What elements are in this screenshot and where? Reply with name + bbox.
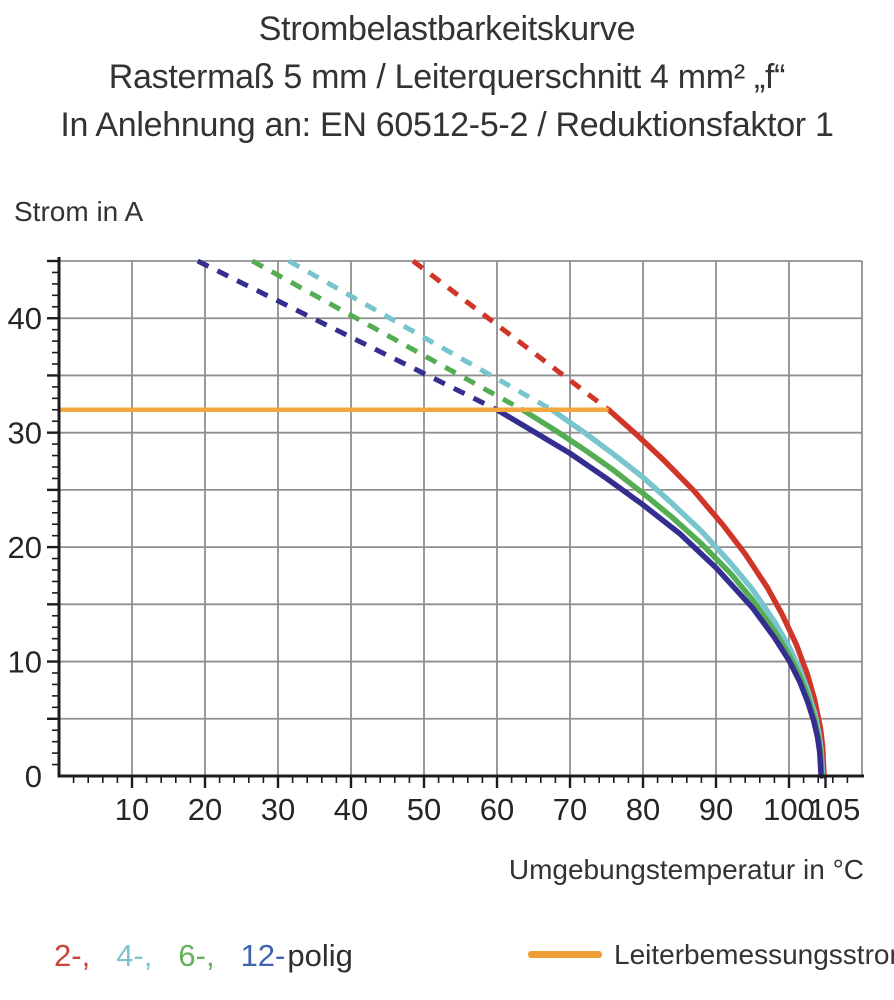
x-tick-label: 105 xyxy=(809,792,861,827)
y-tick-label: 10 xyxy=(8,645,42,680)
series-curve-6-polig xyxy=(519,407,825,779)
legend-item-12: 12- xyxy=(240,938,286,973)
x-tick-label: 20 xyxy=(188,792,222,827)
legend-item-6: 6-, xyxy=(178,938,215,973)
x-tick-label: 30 xyxy=(261,792,295,827)
x-axis-title: Umgebungstemperatur in °C xyxy=(508,854,864,885)
series-curve-12-polig xyxy=(494,407,824,779)
chart-title: Strombelastbarkeitskurve xyxy=(258,10,636,48)
x-tick-label: 60 xyxy=(480,792,514,827)
y-tick-label: 20 xyxy=(8,530,42,565)
rated-current-legend-label: Leiterbemessungsstrom xyxy=(614,939,894,970)
chart-subtitle-standard: In Anlehnung an: EN 60512-5-2 / Reduktio… xyxy=(60,106,834,144)
poles-legend: 2-, 4-, 6-, 12- polig xyxy=(54,938,353,974)
x-tick-label: 90 xyxy=(699,792,733,827)
chart-subtitle-dimensions: Rastermaß 5 mm / Leiterquerschnitt 4 mm²… xyxy=(108,58,786,96)
x-tick-label: 100 xyxy=(763,792,815,827)
series-dashed-12-polig xyxy=(196,258,499,413)
series-dashed-6-polig xyxy=(251,258,524,412)
x-tick-label: 50 xyxy=(407,792,441,827)
y-tick-label: 30 xyxy=(8,416,42,451)
x-tick-label: 80 xyxy=(626,792,660,827)
legend-item-2: 2-, xyxy=(54,938,91,973)
x-tick-label: 10 xyxy=(115,792,149,827)
y-axis-title: Strom in A xyxy=(14,196,144,227)
y-tick-label: 40 xyxy=(8,301,42,336)
series-dashed-4-polig xyxy=(287,258,554,412)
chart-header: Strombelastbarkeitskurve Rastermaß 5 mm … xyxy=(0,5,894,149)
legend-item-4: 4-, xyxy=(116,938,153,973)
series-curve-4-polig xyxy=(549,407,826,779)
x-tick-label: 70 xyxy=(553,792,587,827)
y-tick-label: 0 xyxy=(25,759,42,794)
series-dashed-2-polig xyxy=(411,259,611,412)
rated-current-legend-swatch xyxy=(528,951,602,958)
x-tick-label: 40 xyxy=(334,792,368,827)
legend-item-polig: polig xyxy=(287,938,353,973)
